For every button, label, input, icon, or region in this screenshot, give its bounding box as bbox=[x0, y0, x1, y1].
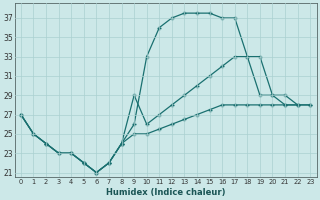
X-axis label: Humidex (Indice chaleur): Humidex (Indice chaleur) bbox=[106, 188, 225, 197]
